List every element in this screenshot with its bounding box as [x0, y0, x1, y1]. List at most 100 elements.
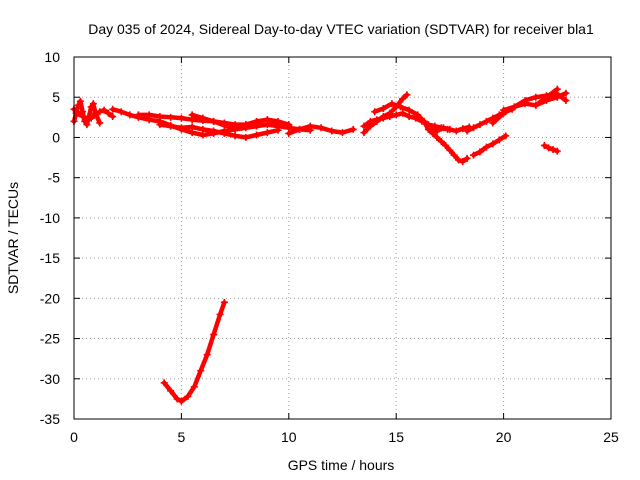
data-point: [199, 125, 207, 133]
data-point: [145, 111, 153, 119]
data-point: [414, 111, 422, 119]
data-point: [156, 113, 164, 121]
data-point: [360, 122, 368, 130]
data-point: [109, 113, 117, 121]
data-point: [399, 95, 407, 103]
data-point: [433, 127, 441, 135]
data-point: [242, 121, 250, 129]
data-point: [532, 101, 540, 109]
data-point: [405, 113, 413, 121]
data-point: [349, 125, 357, 133]
data-point: [521, 100, 529, 108]
data-point: [274, 126, 282, 134]
data-point: [96, 119, 104, 127]
data-point: [403, 91, 411, 99]
data-point: [74, 101, 82, 109]
data-point: [543, 93, 551, 101]
axis-layer: 0 5 10 15 20 25 10 5 0 -5 -10 -15 -20 -25 -30 -35: [40, 49, 619, 445]
data-point: [317, 124, 325, 132]
data-point: [83, 121, 91, 129]
data-point: [285, 129, 293, 137]
data-point: [510, 103, 518, 111]
data-point: [470, 124, 478, 132]
series-track-e: [156, 121, 282, 141]
data-point: [446, 125, 454, 133]
data-point: [177, 124, 185, 132]
plot-frame: [73, 56, 612, 420]
data-point: [373, 116, 381, 124]
data-point: [396, 103, 404, 111]
data-point: [126, 111, 134, 119]
x-tick-label: 0: [70, 429, 78, 445]
x-tick-label: 20: [496, 429, 512, 445]
data-point: [399, 109, 407, 117]
series-line: [71, 107, 115, 122]
data-point: [459, 158, 467, 166]
data-point: [173, 395, 181, 403]
data-point: [482, 143, 490, 151]
data-point: [545, 144, 553, 152]
data-point: [109, 105, 117, 113]
data-point: [210, 331, 218, 339]
data-point: [427, 125, 435, 133]
data-point: [216, 310, 224, 318]
data-point: [328, 127, 336, 135]
data-point: [79, 108, 87, 116]
data-point: [553, 85, 561, 93]
y-tick-label: -30: [40, 371, 60, 387]
data-point: [91, 109, 99, 117]
data-point: [379, 104, 387, 112]
data-point: [442, 141, 450, 149]
data-point: [220, 298, 228, 306]
data-point: [160, 379, 168, 387]
data-point: [489, 140, 497, 148]
data-point: [476, 148, 484, 156]
data-point: [242, 133, 250, 141]
data-point: [210, 117, 218, 125]
data-point: [454, 156, 462, 164]
data-point: [502, 132, 510, 140]
series-track-r: [540, 141, 561, 155]
data-point: [199, 114, 207, 122]
data-point: [392, 111, 400, 119]
data-point: [549, 146, 557, 154]
data-point: [360, 129, 368, 137]
x-tick-label: 15: [388, 429, 404, 445]
data-point: [495, 136, 503, 144]
data-point: [439, 124, 447, 132]
data-point: [263, 116, 271, 124]
data-point: [220, 121, 228, 129]
data-point: [210, 127, 218, 135]
data-point: [296, 125, 304, 133]
data-layer: [70, 85, 570, 405]
x-tick-label: 25: [603, 429, 619, 445]
data-point: [231, 124, 239, 132]
data-point: [437, 137, 445, 145]
data-point: [433, 133, 441, 141]
data-point: [177, 114, 185, 122]
data-point: [177, 397, 185, 405]
data-point: [104, 109, 112, 117]
data-point: [285, 122, 293, 130]
y-tick-label: 0: [52, 129, 60, 145]
data-point: [85, 113, 93, 121]
data-point: [89, 100, 97, 108]
data-point: [446, 146, 454, 154]
series-track-i: [360, 109, 452, 133]
data-point: [379, 114, 387, 122]
data-point: [274, 119, 282, 127]
series-track-s: [160, 298, 228, 405]
data-point: [339, 129, 346, 137]
data-point: [188, 123, 196, 131]
y-tick-label: -25: [40, 331, 60, 347]
data-point: [482, 117, 490, 125]
x-tick-label: 5: [178, 429, 186, 445]
data-point: [500, 106, 508, 114]
y-axis-label: SDTVAR / TECUs: [5, 182, 21, 294]
x-tick-label: 10: [281, 429, 297, 445]
data-point: [184, 392, 192, 400]
data-point: [553, 147, 561, 155]
data-point: [156, 121, 164, 129]
data-point: [220, 129, 228, 137]
